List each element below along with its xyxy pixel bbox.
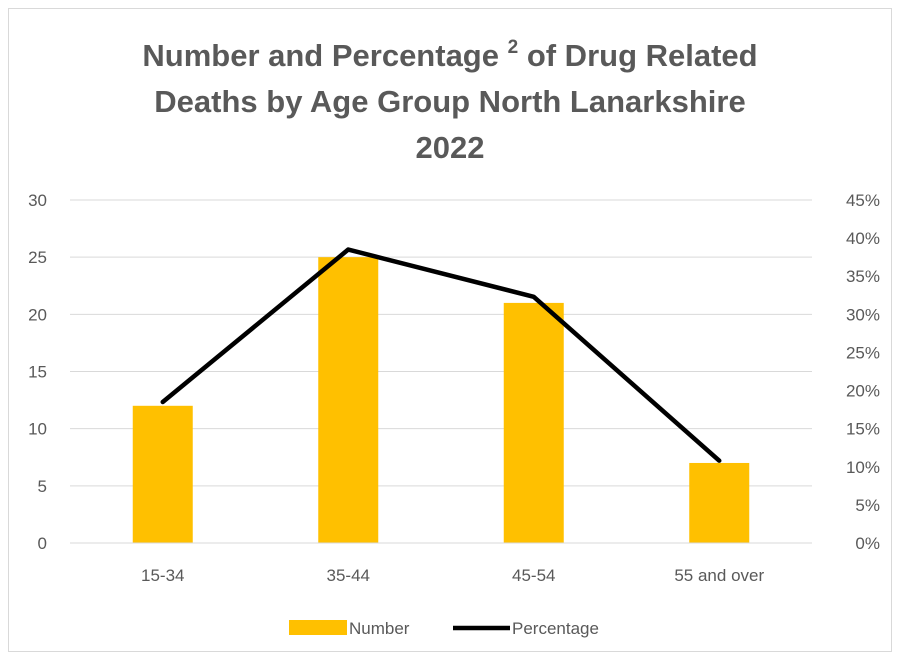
chart-frame: Number and Percentage 2 of Drug Related … <box>8 8 892 652</box>
x-tick-label: 55 and over <box>674 566 764 585</box>
chart-title-part-1: Number and Percentage <box>142 38 499 73</box>
bar-35-44 <box>318 257 379 543</box>
bar-15-34 <box>132 405 193 543</box>
left-tick-label: 10 <box>28 420 47 439</box>
legend: Number Percentage <box>289 619 599 638</box>
bar-45-54 <box>503 302 564 543</box>
x-tick-label: 35-44 <box>327 566 370 585</box>
right-tick-label: 30% <box>846 305 880 324</box>
left-tick-label: 0 <box>38 534 47 553</box>
left-tick-label: 5 <box>38 477 47 496</box>
right-tick-label: 20% <box>846 382 880 401</box>
right-tick-label: 0% <box>855 534 880 553</box>
legend-label-number: Number <box>349 619 410 638</box>
percentage-line <box>160 247 722 463</box>
right-tick-label: 15% <box>846 420 880 439</box>
right-tick-label: 5% <box>855 496 880 515</box>
legend-label-percentage: Percentage <box>512 619 599 638</box>
right-tick-label: 40% <box>846 229 880 248</box>
right-tick-label: 25% <box>846 343 880 362</box>
x-tick-label: 15-34 <box>141 566 184 585</box>
chart-title-line-1: Number and Percentage 2 of Drug Related <box>9 33 891 79</box>
line-percentage-series <box>160 247 722 463</box>
right-tick-label: 45% <box>846 191 880 210</box>
left-tick-label: 15 <box>28 363 47 382</box>
left-tick-label: 20 <box>28 305 47 324</box>
x-tick-label: 45-54 <box>512 566 555 585</box>
chart-title-line-2: Deaths by Age Group North Lanarkshire <box>154 84 746 119</box>
x-axis: 15-34 35-44 45-54 55 and over <box>70 542 812 585</box>
right-tick-label: 10% <box>846 458 880 477</box>
chart-title-line-3: 2022 <box>415 130 485 165</box>
left-tick-label: 25 <box>28 248 47 267</box>
right-tick-label: 35% <box>846 267 880 286</box>
right-y-axis: 0% 5% 10% 15% 20% 25% 30% 35% 40% 45% <box>846 191 880 553</box>
bar-55-and-over <box>689 462 750 543</box>
chart-title: Number and Percentage 2 of Drug Related … <box>9 33 891 171</box>
bars-number-series <box>132 257 750 543</box>
chart-title-part-2: of Drug Related <box>526 38 758 73</box>
chart-title-superscript: 2 <box>507 37 519 58</box>
left-tick-label: 30 <box>28 191 47 210</box>
left-y-axis: 0 5 10 15 20 25 30 <box>28 191 47 553</box>
legend-swatch-number <box>289 620 347 635</box>
